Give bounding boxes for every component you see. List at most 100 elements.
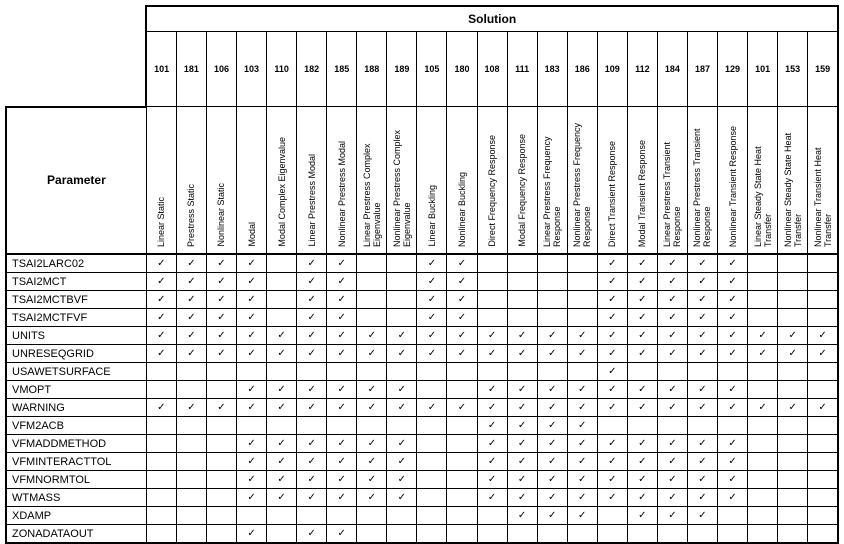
- empty-cell: [266, 253, 298, 273]
- empty-cell: [536, 362, 568, 381]
- solution-name-cell: Nonlinear Transient Heat Transfer: [807, 106, 840, 255]
- parameter-name: USAWETSURFACE: [4, 362, 147, 381]
- checkmark-icon: ✓: [566, 398, 598, 417]
- checkmark-icon: ✓: [596, 253, 628, 273]
- empty-cell: [446, 524, 478, 544]
- empty-cell: [386, 524, 418, 544]
- empty-cell: [416, 362, 448, 381]
- checkmark-icon: ✓: [656, 506, 688, 525]
- empty-cell: [205, 470, 238, 489]
- empty-cell: [777, 272, 809, 291]
- checkmark-icon: ✓: [656, 253, 688, 273]
- parameter-solution-table: Solution 101 181 106 103 110 182 185 188 189 105 1…: [4, 5, 840, 544]
- checkmark-icon: ✓: [626, 506, 658, 525]
- parameter-name: WARNING: [4, 398, 147, 417]
- checkmark-icon: ✓: [596, 488, 628, 507]
- checkmark-icon: ✓: [686, 434, 719, 453]
- checkmark-icon: ✓: [506, 452, 538, 471]
- checkmark-icon: ✓: [626, 253, 658, 273]
- checkmark-icon: ✓: [356, 452, 388, 471]
- table-row: UNITS ✓ ✓ ✓ ✓ ✓ ✓ ✓ ✓ ✓ ✓ ✓ ✓ ✓ ✓ ✓ ✓ ✓ ✓ ✓ ✓ ✓ ✓ ✓: [4, 326, 840, 345]
- empty-cell: [145, 416, 177, 435]
- empty-cell: [145, 362, 177, 381]
- checkmark-icon: ✓: [356, 488, 388, 507]
- empty-cell: [747, 380, 779, 399]
- table-row: TSAI2LARC02 ✓ ✓ ✓ ✓ ✓ ✓ ✓ ✓ ✓ ✓ ✓ ✓ ✓: [4, 253, 840, 273]
- checkmark-icon: ✓: [266, 434, 298, 453]
- empty-cell: [236, 362, 268, 381]
- checkmark-icon: ✓: [205, 326, 238, 345]
- checkmark-icon: ✓: [536, 326, 568, 345]
- checkmark-icon: ✓: [476, 416, 508, 435]
- checkmark-icon: ✓: [446, 344, 478, 363]
- solution-number: 159: [807, 31, 840, 107]
- checkmark-icon: ✓: [476, 452, 508, 471]
- checkmark-icon: ✓: [296, 290, 328, 309]
- checkmark-icon: ✓: [326, 524, 358, 544]
- solution-name-cell: Nonlinear Steady State Heat Transfer: [777, 106, 809, 255]
- empty-cell: [416, 506, 448, 525]
- empty-cell: [536, 290, 568, 309]
- checkmark-icon: ✓: [626, 398, 658, 417]
- empty-cell: [626, 362, 658, 381]
- empty-cell: [777, 308, 809, 327]
- empty-cell: [175, 506, 207, 525]
- solution-number: 111: [506, 31, 538, 107]
- empty-cell: [626, 416, 658, 435]
- checkmark-icon: ✓: [596, 308, 628, 327]
- checkmark-icon: ✓: [626, 272, 658, 291]
- solution-group-header: Solution: [145, 5, 839, 32]
- checkmark-icon: ✓: [296, 326, 328, 345]
- solution-name: Linear Prestress Modal: [306, 154, 317, 247]
- empty-cell: [717, 506, 749, 525]
- empty-cell: [536, 272, 568, 291]
- empty-cell: [566, 253, 598, 273]
- empty-cell: [145, 524, 177, 544]
- empty-cell: [747, 362, 779, 381]
- checkmark-icon: ✓: [236, 326, 268, 345]
- checkmark-icon: ✓: [686, 272, 719, 291]
- checkmark-icon: ✓: [686, 308, 719, 327]
- checkmark-icon: ✓: [326, 452, 358, 471]
- parameter-name: WTMASS: [4, 488, 147, 507]
- solution-number: 103: [236, 31, 268, 107]
- empty-cell: [506, 524, 538, 544]
- empty-cell: [566, 308, 598, 327]
- empty-cell: [446, 380, 478, 399]
- checkmark-icon: ✓: [296, 380, 328, 399]
- checkmark-icon: ✓: [686, 344, 719, 363]
- checkmark-icon: ✓: [656, 488, 688, 507]
- checkmark-icon: ✓: [145, 326, 177, 345]
- empty-cell: [266, 362, 298, 381]
- checkmark-icon: ✓: [356, 398, 388, 417]
- checkmark-icon: ✓: [506, 434, 538, 453]
- empty-cell: [416, 488, 448, 507]
- empty-cell: [476, 272, 508, 291]
- checkmark-icon: ✓: [686, 506, 719, 525]
- checkmark-icon: ✓: [747, 344, 779, 363]
- solution-name: Nonlinear Prestress Transient Response: [692, 128, 713, 247]
- solution-name: Nonlinear Transient Heat Transfer: [812, 147, 833, 247]
- empty-cell: [777, 362, 809, 381]
- empty-cell: [717, 416, 749, 435]
- checkmark-icon: ✓: [626, 290, 658, 309]
- checkmark-icon: ✓: [386, 398, 418, 417]
- checkmark-icon: ✓: [536, 416, 568, 435]
- solution-name-cell: Linear Prestress Transient Response: [656, 106, 688, 255]
- table-row: TSAI2MCTBVF ✓ ✓ ✓ ✓ ✓ ✓ ✓ ✓ ✓ ✓ ✓ ✓ ✓: [4, 290, 840, 309]
- empty-cell: [356, 416, 388, 435]
- checkmark-icon: ✓: [717, 452, 749, 471]
- empty-cell: [356, 524, 388, 544]
- solution-name-cell: Linear Prestress Complex Eigenvalue: [356, 106, 388, 255]
- checkmark-icon: ✓: [626, 380, 658, 399]
- empty-cell: [506, 290, 538, 309]
- checkmark-icon: ✓: [506, 506, 538, 525]
- checkmark-icon: ✓: [536, 488, 568, 507]
- checkmark-icon: ✓: [446, 290, 478, 309]
- solution-name: Prestress Static: [186, 183, 197, 247]
- empty-cell: [416, 452, 448, 471]
- checkmark-icon: ✓: [656, 434, 688, 453]
- solution-name: Linear Buckling: [426, 185, 437, 247]
- empty-cell: [506, 362, 538, 381]
- checkmark-icon: ✓: [326, 380, 358, 399]
